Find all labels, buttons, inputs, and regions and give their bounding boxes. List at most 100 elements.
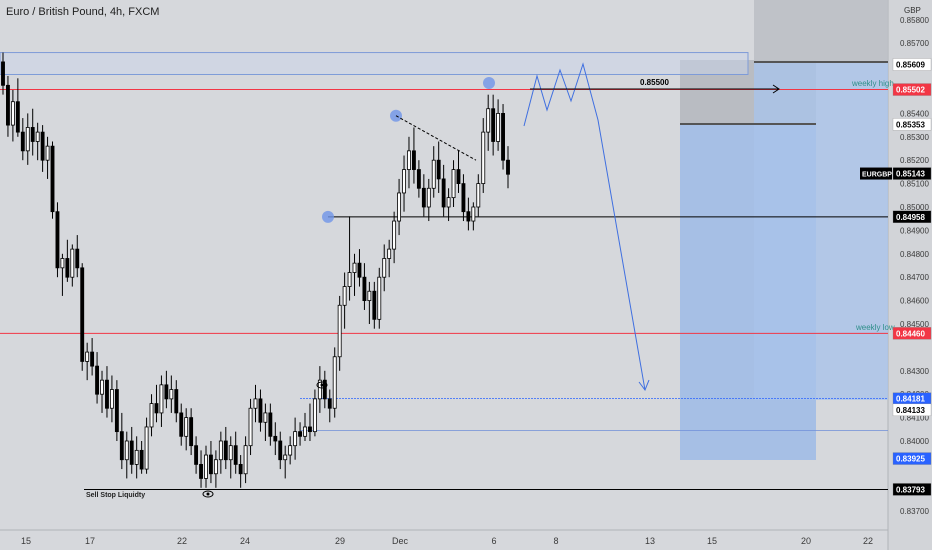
candle-body[interactable] bbox=[134, 449, 139, 465]
candle-body[interactable] bbox=[223, 440, 228, 461]
candle-body[interactable] bbox=[322, 379, 327, 400]
candle-body[interactable] bbox=[263, 412, 268, 423]
candle-body[interactable] bbox=[288, 445, 293, 456]
candle-body[interactable] bbox=[119, 431, 124, 461]
candle-body[interactable] bbox=[312, 398, 317, 433]
candle-body[interactable] bbox=[174, 389, 179, 414]
candle-body[interactable] bbox=[10, 101, 15, 126]
candle-body[interactable] bbox=[362, 276, 367, 302]
candle-body[interactable] bbox=[471, 206, 476, 222]
candle-body[interactable] bbox=[209, 454, 213, 475]
candle-body[interactable] bbox=[139, 449, 144, 470]
candle-body[interactable] bbox=[114, 389, 119, 433]
candle-body[interactable] bbox=[387, 248, 392, 259]
eye-icon[interactable] bbox=[202, 490, 214, 498]
candle-body[interactable] bbox=[506, 159, 510, 175]
candle-body[interactable] bbox=[421, 187, 426, 208]
candle-body[interactable] bbox=[50, 145, 55, 213]
candle-body[interactable] bbox=[426, 187, 431, 208]
candle-body[interactable] bbox=[461, 183, 466, 213]
candle-body[interactable] bbox=[40, 131, 45, 161]
candle-body[interactable] bbox=[129, 440, 134, 465]
candle-body[interactable] bbox=[332, 356, 337, 409]
candle-body[interactable] bbox=[337, 304, 342, 358]
candle-body[interactable] bbox=[85, 351, 90, 362]
candle-body[interactable] bbox=[416, 169, 421, 189]
candle-body[interactable] bbox=[30, 127, 35, 142]
candle-body[interactable] bbox=[496, 113, 501, 142]
candle-body[interactable] bbox=[199, 463, 203, 479]
candle-body[interactable] bbox=[377, 276, 382, 320]
candle-body[interactable] bbox=[100, 379, 104, 395]
candle-body[interactable] bbox=[476, 183, 481, 208]
candle-body[interactable] bbox=[402, 169, 406, 194]
candle-body[interactable] bbox=[90, 351, 95, 367]
candle-body[interactable] bbox=[298, 431, 302, 437]
candle-body[interactable] bbox=[80, 267, 85, 362]
candle-body[interactable] bbox=[105, 379, 109, 409]
candle-body[interactable] bbox=[184, 417, 189, 437]
candle-body[interactable] bbox=[253, 398, 258, 409]
candle-body[interactable] bbox=[194, 445, 199, 465]
candle-body[interactable] bbox=[20, 131, 25, 152]
eye-icon[interactable] bbox=[316, 381, 328, 389]
candle-body[interactable] bbox=[1, 61, 5, 86]
candle-body[interactable] bbox=[169, 389, 174, 400]
candle-body[interactable] bbox=[451, 169, 456, 199]
candle-body[interactable] bbox=[35, 131, 40, 142]
candle-body[interactable] bbox=[352, 262, 357, 273]
candle-body[interactable] bbox=[60, 258, 65, 269]
candle-body[interactable] bbox=[238, 463, 243, 475]
candle-body[interactable] bbox=[6, 84, 10, 126]
candle-body[interactable] bbox=[436, 159, 441, 180]
candle-body[interactable] bbox=[278, 440, 283, 461]
candle-body[interactable] bbox=[317, 379, 322, 400]
candle-body[interactable] bbox=[372, 290, 377, 320]
candle-body[interactable] bbox=[501, 113, 505, 161]
candle-body[interactable] bbox=[25, 127, 30, 152]
candle-body[interactable] bbox=[109, 389, 114, 409]
candle-body[interactable] bbox=[65, 258, 70, 278]
candle-body[interactable] bbox=[347, 272, 352, 287]
candle-body[interactable] bbox=[407, 150, 411, 170]
candle-body[interactable] bbox=[179, 412, 184, 437]
candle-body[interactable] bbox=[218, 440, 223, 461]
candle-body[interactable] bbox=[382, 258, 387, 278]
candle-body[interactable] bbox=[243, 445, 248, 475]
candle-body[interactable] bbox=[75, 248, 80, 269]
candle-body[interactable] bbox=[204, 454, 208, 479]
candle-body[interactable] bbox=[392, 220, 397, 250]
candle-body[interactable] bbox=[411, 150, 416, 170]
candle-body[interactable] bbox=[342, 286, 347, 306]
candle-body[interactable] bbox=[154, 403, 159, 414]
candle-body[interactable] bbox=[357, 262, 362, 278]
candle-body[interactable] bbox=[228, 445, 233, 461]
candle-body[interactable] bbox=[124, 440, 129, 461]
candle-body[interactable] bbox=[367, 290, 372, 301]
candle-body[interactable] bbox=[248, 407, 253, 447]
candle-body[interactable] bbox=[144, 426, 149, 470]
candle-body[interactable] bbox=[15, 101, 20, 133]
candle-body[interactable] bbox=[273, 435, 278, 442]
candle-body[interactable] bbox=[466, 211, 471, 222]
candle-body[interactable] bbox=[189, 417, 194, 447]
candle-body[interactable] bbox=[481, 131, 486, 184]
candle-body[interactable] bbox=[70, 248, 75, 278]
candle-body[interactable] bbox=[258, 398, 263, 423]
candle-body[interactable] bbox=[441, 178, 446, 208]
candle-body[interactable] bbox=[446, 197, 451, 208]
candle-body[interactable] bbox=[308, 426, 312, 433]
candle-body[interactable] bbox=[55, 211, 60, 269]
candle-body[interactable] bbox=[486, 108, 491, 133]
candle-body[interactable] bbox=[159, 384, 164, 414]
candle-body[interactable] bbox=[95, 365, 100, 395]
candle-body[interactable] bbox=[327, 398, 332, 409]
candle-body[interactable] bbox=[268, 412, 273, 437]
candle-body[interactable] bbox=[213, 459, 218, 475]
candle-body[interactable] bbox=[164, 384, 169, 400]
candle-body[interactable] bbox=[233, 445, 238, 465]
candle-body[interactable] bbox=[303, 426, 307, 437]
candle-body[interactable] bbox=[397, 192, 402, 222]
candle-body[interactable] bbox=[283, 454, 288, 461]
candle-body[interactable] bbox=[431, 159, 436, 189]
